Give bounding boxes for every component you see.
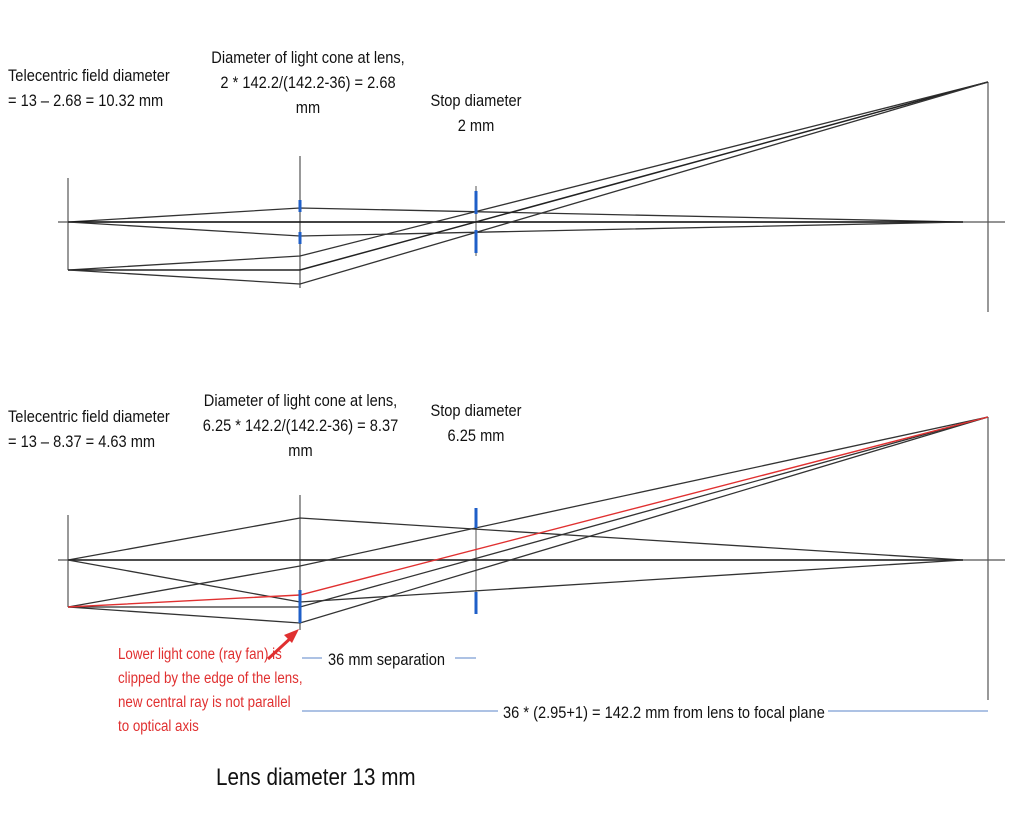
axial-ray-upper xyxy=(67,207,964,223)
bottom-stop-line-1: Stop diameter xyxy=(430,401,522,420)
top-telecentric-line-1: Telecentric field diameter xyxy=(8,66,170,85)
field-ray-upper xyxy=(67,81,989,271)
bottom-cone-line-1: Diameter of light cone at lens, xyxy=(203,391,398,410)
clipping-note-line-1: Lower light cone (ray fan) is xyxy=(118,646,282,663)
clipping-note-line-2: clipped by the edge of the lens, xyxy=(118,670,303,687)
bottom-panel-drawing xyxy=(58,416,1005,712)
focal-distance-label: 36 * (2.95+1) = 142.2 mm from lens to fo… xyxy=(503,703,825,722)
top-panel-drawing xyxy=(58,81,1005,312)
axial-ray-lower xyxy=(67,559,964,603)
bottom-telecentric-label: Telecentric field diameter = 13 – 8.37 =… xyxy=(8,404,170,454)
bottom-cone-line-3: mm xyxy=(288,441,313,460)
top-stop-label: Stop diameter 2 mm xyxy=(390,88,562,138)
field-ray-upper xyxy=(67,416,989,608)
bottom-stop-line-2: 6.25 mm xyxy=(447,426,505,445)
lens-diameter-label: Lens diameter 13 mm xyxy=(216,764,416,791)
axial-ray-upper xyxy=(67,517,964,561)
bottom-telecentric-line-2: = 13 – 8.37 = 4.63 mm xyxy=(8,432,156,451)
bottom-cone-line-2: 6.25 * 142.2/(142.2-36) = 8.37 xyxy=(202,416,399,435)
top-stop-line-1: Stop diameter xyxy=(430,91,522,110)
top-stop-line-2: 2 mm xyxy=(457,116,495,135)
bottom-telecentric-line-1: Telecentric field diameter xyxy=(8,407,170,426)
top-cone-line-3: mm xyxy=(295,98,321,117)
field-ray-center xyxy=(68,81,989,271)
clipping-note-line-4: to optical axis xyxy=(118,718,199,735)
axial-ray-lower xyxy=(67,221,964,237)
clipping-note: Lower light cone (ray fan) is clipped by… xyxy=(118,643,303,739)
top-telecentric-label: Telecentric field diameter = 13 – 2.68 =… xyxy=(8,63,170,113)
bottom-cone-label: Diameter of light cone at lens, 6.25 * 1… xyxy=(169,388,431,463)
top-telecentric-line-2: = 13 – 2.68 = 10.32 mm xyxy=(8,91,164,110)
separation-label: 36 mm separation xyxy=(328,650,446,669)
top-cone-line-1: Diameter of light cone at lens, xyxy=(211,48,405,67)
top-cone-line-2: 2 * 142.2/(142.2-36) = 2.68 xyxy=(220,73,396,92)
clipping-note-line-3: new central ray is not parallel xyxy=(118,694,291,711)
bottom-stop-label: Stop diameter 6.25 mm xyxy=(390,398,562,448)
clip-arrow-head xyxy=(284,629,299,643)
top-cone-label: Diameter of light cone at lens, 2 * 142.… xyxy=(179,45,437,120)
field-ray-lower xyxy=(67,81,989,285)
